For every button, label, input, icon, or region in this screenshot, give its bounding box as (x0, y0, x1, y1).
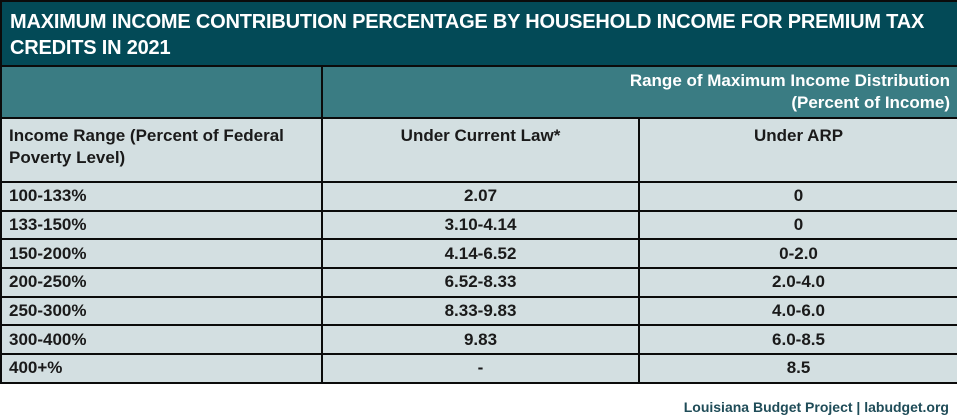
arp-cell: 6.0-8.5 (637, 324, 957, 356)
income-range-cell: 133-150% (2, 209, 323, 241)
current-law-cell: 2.07 (321, 182, 640, 212)
column-header-income-range: Income Range (Percent of Federal Poverty… (2, 117, 323, 183)
table-row: 300-400% 9.83 6.0-8.5 (2, 324, 957, 356)
arp-cell: 4.0-6.0 (637, 295, 957, 327)
income-range-cell: 100-133% (2, 182, 323, 212)
income-range-cell: 150-200% (2, 238, 323, 270)
current-law-cell: 9.83 (321, 324, 640, 356)
current-law-cell: 3.10-4.14 (321, 209, 640, 241)
table-title: MAXIMUM INCOME CONTRIBUTION PERCENTAGE B… (2, 2, 957, 67)
arp-cell: 8.5 (637, 353, 957, 384)
group-header-row: Range of Maximum Income Distribution (Pe… (2, 67, 957, 119)
current-law-cell: 6.52-8.33 (321, 267, 640, 298)
income-range-cell: 400+% (2, 353, 323, 384)
arp-cell: 0 (637, 182, 957, 212)
column-header-arp: Under ARP (637, 117, 957, 183)
current-law-cell: 4.14-6.52 (321, 238, 640, 270)
group-header-line2: (Percent of Income) (791, 93, 951, 112)
current-law-cell: - (321, 353, 640, 384)
source-credit: Louisiana Budget Project | labudget.org (683, 399, 949, 415)
column-header-row: Income Range (Percent of Federal Poverty… (2, 117, 957, 183)
group-header-cell: Range of Maximum Income Distribution (Pe… (320, 67, 957, 119)
income-contribution-table: MAXIMUM INCOME CONTRIBUTION PERCENTAGE B… (0, 0, 957, 384)
table-row: 133-150% 3.10-4.14 0 (2, 209, 957, 241)
column-header-current-law: Under Current Law* (321, 117, 640, 183)
table-row: 250-300% 8.33-9.83 4.0-6.0 (2, 295, 957, 327)
table-row: 100-133% 2.07 0 (2, 182, 957, 212)
income-range-cell: 300-400% (2, 324, 323, 356)
table-row: 400+% -8.5 (2, 353, 957, 384)
income-range-cell: 200-250% (2, 267, 323, 298)
data-table: Range of Maximum Income Distribution (Pe… (2, 67, 957, 384)
arp-cell: 2.0-4.0 (637, 267, 957, 298)
group-header-line1: Range of Maximum Income Distribution (629, 71, 951, 90)
arp-cell: 0-2.0 (637, 238, 957, 270)
empty-header-cell (2, 67, 323, 119)
arp-cell: 0 (637, 209, 957, 241)
income-range-cell: 250-300% (2, 295, 323, 327)
table-row: 200-250% 6.52-8.33 2.0-4.0 (2, 267, 957, 298)
current-law-cell: 8.33-9.83 (321, 295, 640, 327)
table-row: 150-200% 4.14-6.52 0-2.0 (2, 238, 957, 270)
